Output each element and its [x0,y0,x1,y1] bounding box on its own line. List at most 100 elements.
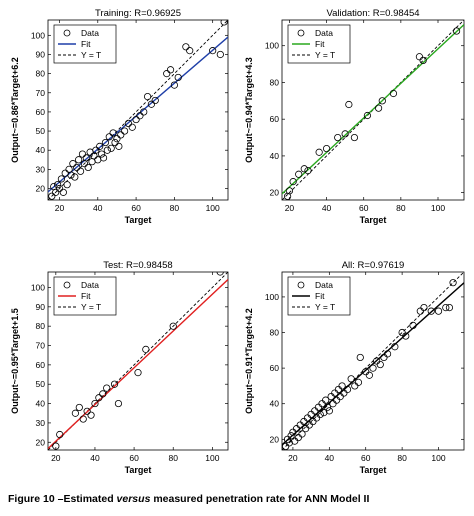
data-point [378,97,386,105]
y-tick-label: 90 [36,302,46,312]
data-point [402,332,410,340]
legend-label: Fit [315,39,325,49]
x-tick-label: 20 [55,203,65,213]
legend-label: Y = T [315,302,335,312]
caption-emphasis: versus [116,493,151,505]
y-tick-label: 60 [270,363,280,373]
y-axis-label: Output~=0.86*Target+6.2 [10,57,20,163]
data-point [111,138,119,147]
y-axis-label: Output~=0.95*Target+1.5 [10,308,20,414]
x-axis-label: Target [360,465,387,475]
x-tick-label: 100 [205,453,219,463]
data-point [79,415,87,423]
data-point [95,394,103,402]
y-tick-label: 70 [36,88,46,98]
data-point [320,409,328,417]
data-point [356,353,364,362]
fit-line [48,36,228,193]
y-tick-label: 20 [36,437,46,447]
y-tick-label: 50 [36,379,46,389]
data-point [341,130,349,138]
data-point [103,384,111,392]
data-point [445,303,454,312]
x-axis-label: Target [360,215,387,225]
y-tick-label: 80 [270,328,280,338]
scatter-panel-1: Training: R=0.96925 20 40 60 80 100 20 30 40 50 60… [10,8,229,225]
x-tick-label: 100 [431,453,445,463]
y-tick-label: 100 [265,41,279,51]
data-point [59,188,67,196]
data-point [220,20,228,26]
data-point [166,66,175,74]
data-point [383,350,392,358]
data-point [57,175,66,183]
data-point [91,399,99,408]
x-tick-label: 100 [206,203,220,213]
x-tick-label: 60 [129,453,139,463]
legend-label: Fit [315,291,325,301]
data-point [67,171,75,179]
chart-title: All: R=0.97619 [342,260,405,271]
data-point [99,154,108,162]
data-point [76,167,85,175]
data-point [120,127,129,135]
x-axis-label: Target [125,465,152,475]
x-tick-label: 60 [131,203,141,213]
legend-label: Fit [81,39,91,49]
data-point [71,409,79,417]
data-point [52,188,60,196]
data-point [174,73,182,82]
data-point [117,131,125,139]
plot-lines [282,20,464,200]
data-point [128,123,136,131]
chart-title: Training: R=0.96925 [95,8,181,19]
data-point [323,403,332,411]
legend-label: Data [315,280,333,290]
data-point [132,115,140,124]
data-point [182,43,190,51]
data-point [315,148,323,156]
data-point [142,345,150,353]
data-point [365,371,373,379]
caption-prefix: Figure 10 –Estimated [8,493,117,505]
legend-label: Y = T [81,302,101,312]
x-tick-label: 40 [90,453,100,463]
y-tick-label: 30 [36,418,46,428]
legend-label: Fit [81,291,91,301]
data-point [285,439,293,447]
data-point [354,378,363,386]
data-point [140,108,148,116]
plot-lines [48,20,228,200]
data-point [369,364,377,372]
y-tick-label: 70 [36,341,46,351]
data-point [300,165,308,173]
y-axis-label: Output~=0.94*Target+4.3 [244,57,254,163]
y-tick-label: 30 [36,164,46,174]
data-point [84,163,92,172]
data-point [334,133,342,142]
y-tick-label: 60 [36,107,46,117]
data-point [298,430,306,438]
y-tick-label: 90 [36,49,46,59]
data-point [73,163,81,172]
data-point [427,307,435,315]
data-point [151,96,159,105]
y-tick-label: 40 [270,399,280,409]
data-point [304,167,312,175]
data-point [420,303,428,312]
legend-data-marker [63,29,71,37]
y-tick-label: 100 [31,30,45,40]
data-point [442,303,450,312]
data-point [216,272,224,276]
data-point [287,432,295,440]
data-point [415,53,424,61]
legend-data-marker [63,281,71,289]
y-tick-label: 80 [270,77,280,87]
data-point [363,111,372,120]
data-point [114,399,123,408]
y-tick-label: 40 [270,151,280,161]
x-axis-label: Target [125,215,152,225]
data-point [75,403,83,412]
y-tick-label: 100 [31,282,45,292]
data-point [289,178,297,186]
